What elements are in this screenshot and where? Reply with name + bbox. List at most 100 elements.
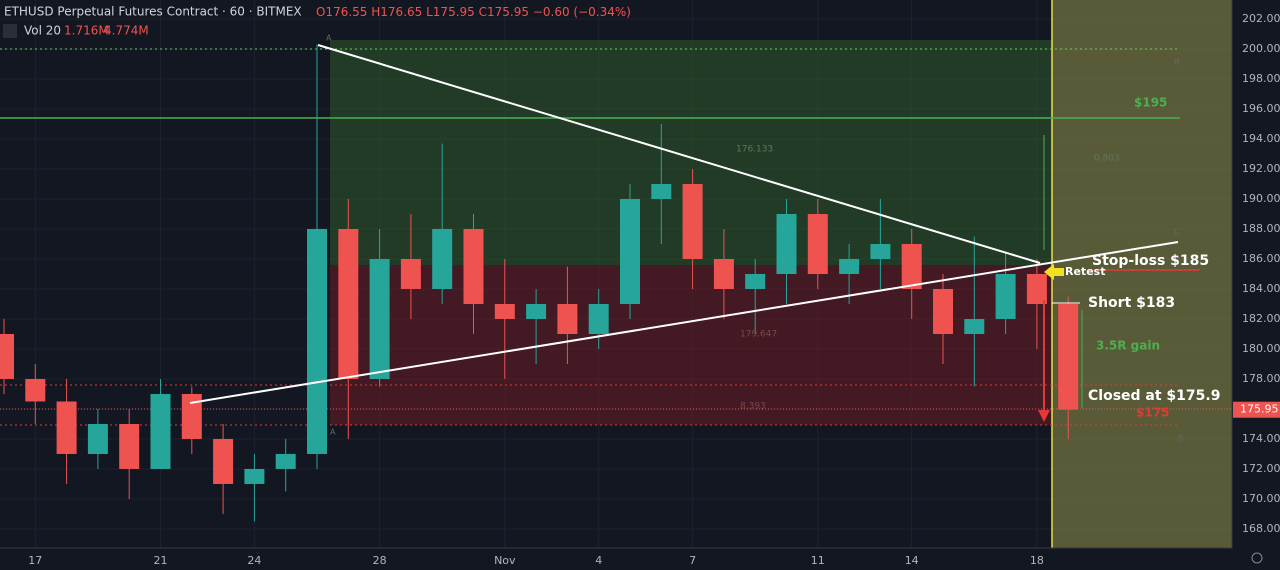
candle-body — [213, 438, 234, 484]
y-tick-label: 172.00 — [1242, 462, 1280, 475]
future-zone — [1052, 0, 1232, 548]
candle-body — [87, 423, 108, 454]
candle-body — [745, 274, 766, 289]
candle-body — [119, 423, 140, 469]
annotation: Short $183 — [1088, 295, 1175, 311]
y-tick-label: 190.00 — [1242, 192, 1280, 205]
y-tick-label: 188.00 — [1242, 222, 1280, 235]
candle-body — [713, 259, 734, 289]
ohlc-close: C175.95 — [479, 5, 529, 19]
point-label: A — [330, 428, 336, 437]
x-tick-label: 14 — [905, 554, 919, 567]
retest-arrow — [1044, 264, 1064, 280]
ohlc: O176.55 H176.65 L175.95 C175.95 −0.60 (−… — [316, 5, 631, 19]
fib-label: 0.803 — [1094, 154, 1120, 164]
candle-body — [275, 453, 296, 469]
candle-body — [25, 378, 46, 402]
annotation: $195 — [1134, 96, 1167, 110]
candle-body — [1026, 274, 1047, 304]
y-tick-label: 170.00 — [1242, 492, 1280, 505]
annotation: $175 — [1136, 406, 1169, 420]
last-price-box — [1233, 401, 1280, 418]
annotation: 3.5R gain — [1096, 339, 1160, 353]
annotation: Retest — [1065, 265, 1105, 278]
settings-icon[interactable] — [1251, 552, 1263, 564]
annotation: Closed at $175.9 — [1088, 388, 1220, 404]
x-tick-label: Nov — [494, 554, 516, 567]
y-tick-label: 180.00 — [1242, 342, 1280, 355]
candle-body — [807, 214, 828, 274]
candle-body — [244, 468, 265, 484]
fib-label: 8.393 — [740, 402, 766, 412]
ohlc-low: L175.95 — [426, 5, 475, 19]
point-label: B — [1174, 58, 1180, 67]
volume-value: 4.774M — [104, 24, 149, 38]
y-tick-label: 192.00 — [1242, 162, 1280, 175]
fib-label: 179.647 — [740, 330, 777, 340]
candle-body — [307, 229, 327, 454]
risk-zone — [330, 265, 1052, 425]
candle-body — [557, 303, 578, 334]
x-tick-label: 21 — [154, 554, 168, 567]
candle-body — [651, 184, 672, 200]
x-tick-label: 7 — [689, 554, 696, 567]
candle-body — [369, 259, 390, 379]
ohlc-change: −0.60 (−0.34%) — [533, 5, 631, 19]
candle-body — [995, 274, 1016, 319]
candle-body — [588, 303, 609, 334]
price-axis — [1232, 0, 1280, 570]
y-tick-label: 182.00 — [1242, 312, 1280, 325]
y-tick-label: 184.00 — [1242, 282, 1280, 295]
candle-body — [620, 199, 640, 304]
candle-body — [463, 229, 484, 304]
candle-body — [526, 303, 547, 319]
x-tick-label: 11 — [811, 554, 825, 567]
candle-body — [682, 184, 703, 260]
point-label: C — [1174, 228, 1180, 237]
candle-body — [933, 288, 953, 334]
candle-body — [870, 244, 891, 260]
y-tick-label: 200.00 — [1242, 42, 1280, 55]
ohlc-high: H176.65 — [371, 5, 422, 19]
candle-body — [494, 303, 515, 319]
y-tick-label: 174.00 — [1242, 432, 1280, 445]
symbol: ETHUSD Perpetual Futures Contract · 60 ·… — [4, 5, 302, 19]
y-tick-label: 194.00 — [1242, 132, 1280, 145]
candle-body — [839, 259, 860, 274]
y-tick-label: 202.00 — [1242, 12, 1280, 25]
trend-line — [317, 44, 1041, 264]
y-tick-label: 196.00 — [1242, 102, 1280, 115]
candle-body — [776, 214, 797, 274]
point-label: B — [1178, 434, 1184, 443]
point-label: A — [326, 34, 332, 43]
x-tick-label: 4 — [595, 554, 602, 567]
fib-label: 176.133 — [736, 145, 773, 155]
candle-body — [0, 333, 14, 379]
candle-body — [400, 259, 421, 289]
volume-value: 1.716M — [64, 24, 109, 38]
y-tick-label: 186.00 — [1242, 252, 1280, 265]
x-tick-label: 17 — [28, 554, 42, 567]
candle-body — [181, 393, 202, 439]
candle-body — [150, 393, 171, 469]
volume-label: Vol 20 — [24, 24, 61, 38]
ohlc-open: O176.55 — [316, 5, 367, 19]
y-tick-label: 178.00 — [1242, 372, 1280, 385]
candle-body — [56, 401, 77, 454]
trend-line — [189, 241, 1179, 404]
candle-body — [432, 229, 453, 289]
candle-body — [1058, 303, 1079, 410]
last-price-label: 175.95 — [1240, 403, 1279, 416]
candles — [0, 44, 1079, 522]
arrow-head — [1038, 410, 1050, 422]
collapse-button[interactable] — [3, 24, 17, 38]
candle-body — [964, 318, 985, 334]
annotation: Stop-loss $185 — [1092, 253, 1209, 269]
candle-body — [901, 244, 922, 289]
y-tick-label: 198.00 — [1242, 72, 1280, 85]
x-tick-label: 24 — [247, 554, 261, 567]
x-tick-label: 28 — [373, 554, 387, 567]
y-tick-label: 168.00 — [1242, 522, 1280, 535]
candle-body — [338, 229, 359, 379]
